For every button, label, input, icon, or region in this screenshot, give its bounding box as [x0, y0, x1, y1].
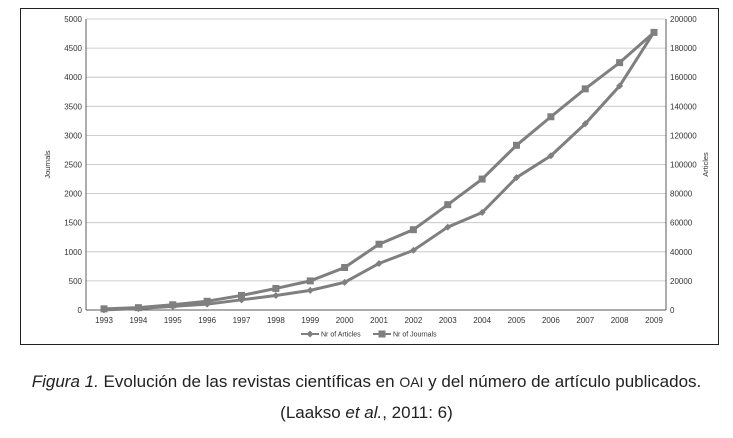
data-point: [616, 59, 624, 67]
data-point: [444, 223, 452, 231]
y-right-tick-label: 20000: [670, 277, 693, 286]
y-left-axis-title: Journals: [43, 150, 52, 179]
legend-swatch-marker: [378, 330, 386, 338]
grid-lines: [86, 18, 666, 311]
data-point: [478, 175, 486, 183]
data-point: [375, 240, 383, 248]
data-point: [306, 277, 314, 285]
y-right-tick-label: 60000: [670, 219, 693, 228]
data-point: [203, 297, 211, 305]
x-tick-label: 2004: [473, 316, 491, 325]
data-point: [272, 284, 280, 292]
x-tick-label: 2008: [611, 316, 629, 325]
data-point: [650, 28, 658, 36]
y-right-axis-title: Articles: [701, 152, 710, 177]
y-right-tick-label: 160000: [670, 73, 697, 82]
y-left-tick-label: 2000: [64, 190, 82, 199]
data-point: [238, 291, 245, 299]
x-tick-label: 1996: [198, 316, 216, 325]
y-right-tick-label: 140000: [670, 102, 697, 111]
y-right-tick-label: 180000: [670, 44, 697, 53]
y-left-tick-label: 1000: [64, 248, 82, 257]
x-tick-label: 2000: [336, 316, 354, 325]
data-point: [100, 305, 108, 313]
y-left-tick-label: 0: [78, 306, 83, 315]
data-point: [513, 141, 520, 149]
x-tick-label: 1998: [267, 316, 285, 325]
data-point: [513, 174, 520, 182]
data-point: [616, 82, 624, 90]
legend-swatch-marker: [306, 330, 314, 338]
y-left-tick-label: 1500: [64, 219, 82, 228]
axes: 0 500 1000 1500 2000 2500 3000 3500 4000 4500 5000…: [43, 15, 710, 325]
y-right-tick-label: 100000: [670, 161, 697, 170]
citation-close: , 2011: 6): [382, 403, 453, 422]
line-chart: 0 500 1000 1500 2000 2500 3000 3500 4000 4500 5000…: [43, 15, 710, 339]
data-point: [272, 291, 280, 299]
data-point: [581, 120, 589, 128]
y-left-tick-label: 4000: [64, 73, 82, 82]
x-tick-label: 1997: [233, 316, 251, 325]
x-tick-label: 1993: [95, 316, 113, 325]
caption-suffix: y del número de artículo publicados.: [423, 372, 702, 391]
caption-oai: OAI: [399, 374, 424, 390]
y-right-tick-label: 0: [670, 306, 675, 315]
series-line: [103, 31, 655, 311]
data-point: [341, 278, 349, 286]
citation-open: (Laakso: [280, 403, 346, 422]
x-tick-label: 2007: [576, 316, 594, 325]
data-point: [547, 152, 555, 160]
caption-text: Evolución de las revistas científicas en: [98, 372, 400, 391]
data-point: [409, 226, 417, 234]
data-point: [581, 85, 589, 93]
x-tick-label: 2009: [645, 316, 663, 325]
y-left-tick-label: 3000: [64, 131, 82, 140]
x-tick-label: 2005: [508, 316, 526, 325]
legend-item: Nr of Articles: [301, 330, 361, 339]
legend-label: Nr of Journals: [393, 332, 437, 339]
series-diamond: [100, 28, 658, 314]
figure-caption: Figura 1. Evolución de las revistas cien…: [0, 372, 733, 392]
y-left-tick-label: 500: [69, 277, 83, 286]
x-tick-label: 2006: [542, 316, 560, 325]
series-lines: [100, 28, 658, 314]
data-point: [478, 209, 486, 217]
legend-label: Nr of Articles: [321, 332, 361, 339]
x-tick-label: 1994: [129, 316, 147, 325]
y-left-tick-label: 4500: [64, 44, 82, 53]
y-left-tick-label: 2500: [64, 161, 82, 170]
data-point: [306, 286, 314, 294]
data-point: [444, 201, 452, 209]
data-point: [169, 301, 177, 309]
legend: Nr of Articles Nr of Journals: [301, 330, 437, 339]
series-line: [103, 31, 656, 312]
figure-citation: (Laakso et al., 2011: 6): [0, 403, 733, 423]
x-tick-label: 2003: [439, 316, 457, 325]
series-square: [100, 28, 658, 313]
data-point: [341, 264, 349, 272]
caption-figure-label: Figura 1.: [31, 372, 99, 391]
x-tick-label: 1999: [301, 316, 319, 325]
y-left-tick-label: 5000: [64, 15, 82, 24]
y-right-tick-label: 40000: [670, 248, 693, 257]
y-right-tick-label: 80000: [670, 190, 693, 199]
x-tick-label: 2002: [404, 316, 422, 325]
y-left-tick-label: 3500: [64, 102, 82, 111]
citation-etal: et al.: [345, 403, 383, 422]
x-tick-label: 2001: [370, 316, 388, 325]
data-point: [547, 113, 555, 121]
data-point: [409, 246, 417, 254]
chart-frame: 0 500 1000 1500 2000 2500 3000 3500 4000 4500 5000…: [20, 8, 719, 345]
data-point: [375, 259, 383, 267]
x-tick-label: 1995: [164, 316, 182, 325]
data-point: [134, 304, 142, 312]
y-right-tick-label: 200000: [670, 15, 697, 24]
legend-item: Nr of Journals: [373, 330, 437, 339]
y-right-tick-label: 120000: [670, 131, 697, 140]
